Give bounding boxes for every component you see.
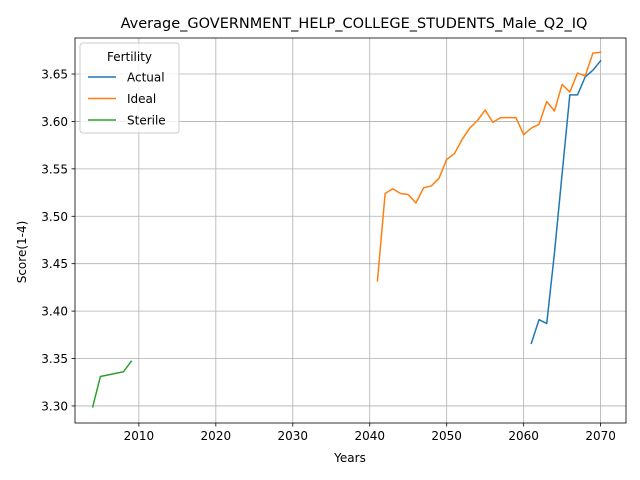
plot-frame <box>74 37 627 424</box>
y-tick-label: 3.35 <box>41 352 68 366</box>
y-tick-label: 3.55 <box>41 162 68 176</box>
y-axis-label: Score(1-4) <box>15 221 29 284</box>
x-tick-label: 2020 <box>201 429 232 443</box>
series-line-sterile <box>91 360 133 408</box>
series-line-ideal <box>376 51 602 282</box>
legend-title: Fertility <box>107 50 152 64</box>
y-axis-ticks: 3.30 3.35 3.40 3.45 3.50 3.55 3.60 3.65 <box>41 68 75 413</box>
x-axis-ticks: 2010 2020 2030 2040 2050 2060 2070 <box>124 423 616 443</box>
legend-entries: Actual Ideal Sterile <box>88 71 166 128</box>
x-tick-label: 2040 <box>354 429 385 443</box>
series-line-actual <box>530 59 602 345</box>
legend: Fertility Actual Ideal Sterile <box>79 42 180 134</box>
y-tick-label: 3.45 <box>41 257 68 271</box>
chart-title: Average_GOVERNMENT_HELP_COLLEGE_STUDENTS… <box>121 16 588 32</box>
y-tick-label: 3.60 <box>41 115 68 129</box>
y-tick-label: 3.50 <box>41 210 68 224</box>
y-tick-label: 3.40 <box>41 305 68 319</box>
y-tick-label: 3.30 <box>41 399 68 413</box>
grid-lines <box>75 38 626 423</box>
x-tick-label: 2050 <box>431 429 462 443</box>
x-tick-label: 2060 <box>508 429 539 443</box>
legend-label-actual: Actual <box>127 71 165 85</box>
x-axis-label: Years <box>333 451 366 465</box>
y-tick-label: 3.65 <box>41 68 68 82</box>
series-lines <box>91 51 602 408</box>
legend-box <box>79 42 180 134</box>
x-tick-label: 2030 <box>278 429 309 443</box>
legend-label-sterile: Sterile <box>127 114 166 128</box>
x-tick-label: 2010 <box>124 429 155 443</box>
x-tick-label: 2070 <box>585 429 616 443</box>
legend-label-ideal: Ideal <box>127 92 156 106</box>
